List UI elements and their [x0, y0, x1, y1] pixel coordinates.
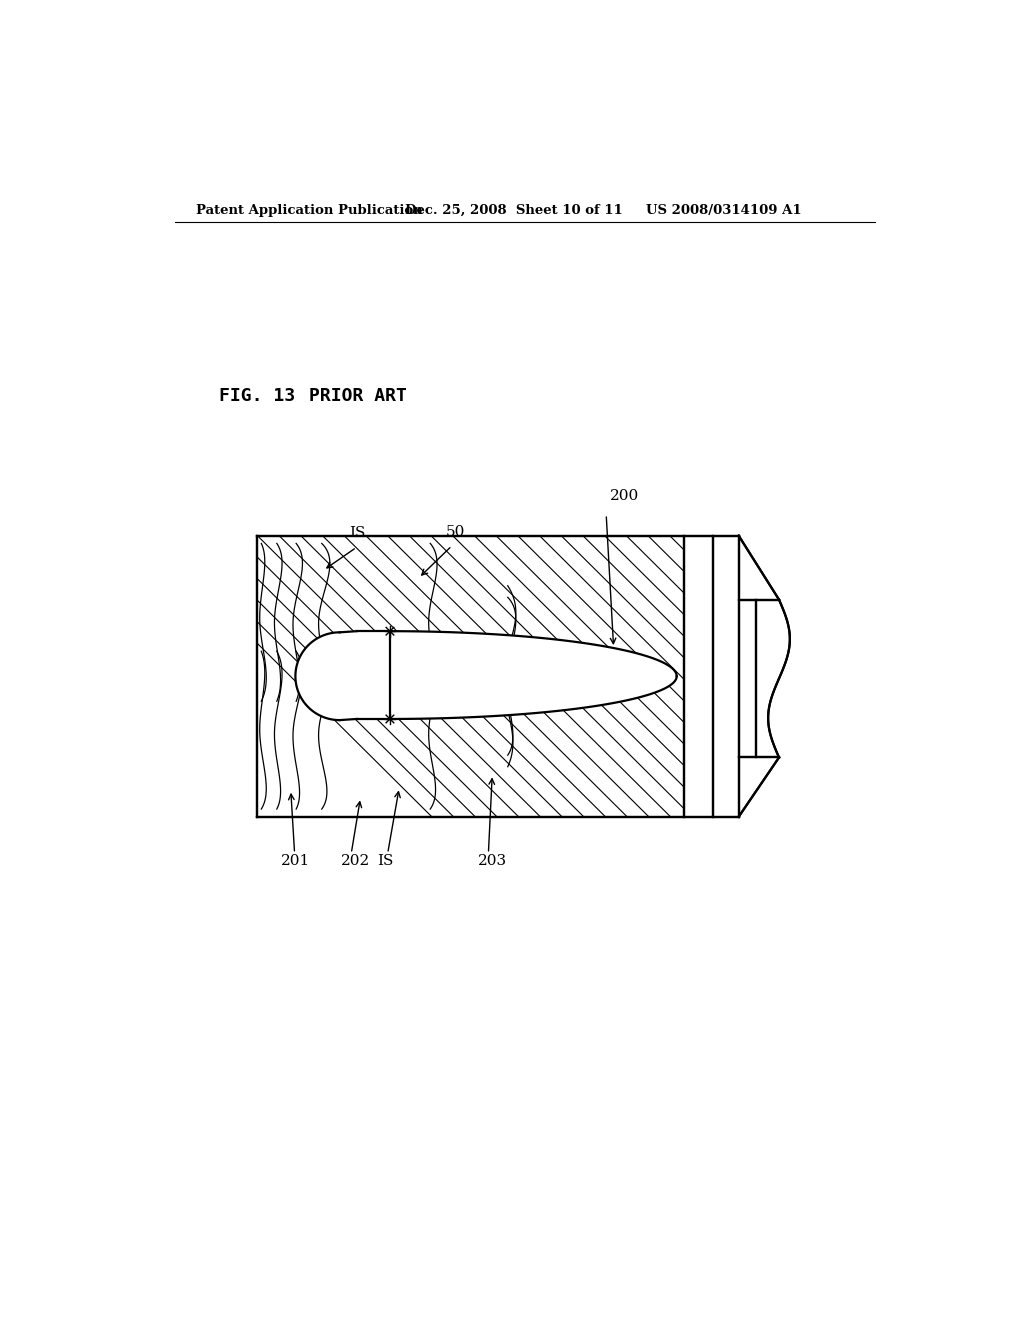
Text: 202: 202: [341, 854, 371, 869]
Text: 201: 201: [281, 854, 310, 869]
Text: IS: IS: [349, 527, 366, 540]
Text: PRIOR ART: PRIOR ART: [308, 387, 407, 404]
Text: IS: IS: [378, 854, 394, 869]
Polygon shape: [295, 631, 677, 721]
Text: US 2008/0314109 A1: US 2008/0314109 A1: [646, 205, 802, 218]
Text: Patent Application Publication: Patent Application Publication: [197, 205, 423, 218]
Text: 50: 50: [445, 525, 465, 539]
Polygon shape: [295, 631, 677, 721]
Text: 203: 203: [478, 854, 508, 869]
Text: Dec. 25, 2008  Sheet 10 of 11: Dec. 25, 2008 Sheet 10 of 11: [406, 205, 624, 218]
Text: 200: 200: [610, 490, 639, 503]
Polygon shape: [684, 536, 738, 817]
Text: FIG. 13: FIG. 13: [219, 387, 296, 404]
Polygon shape: [738, 599, 795, 758]
